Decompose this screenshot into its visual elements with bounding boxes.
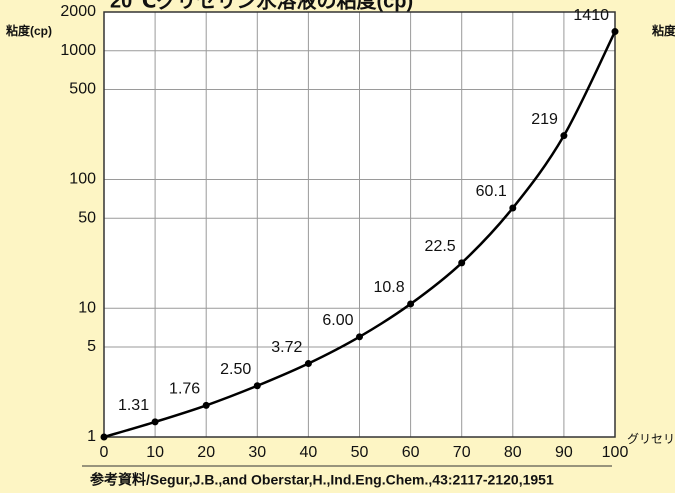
- y-axis-label: 粘度(cp): [6, 23, 52, 38]
- x-tick-label: 60: [402, 444, 420, 461]
- point: [202, 401, 210, 409]
- y-tick-label: 100: [69, 171, 96, 188]
- data-label: 10.8: [373, 279, 404, 296]
- plot-frame: [103, 11, 616, 438]
- y-tick-label: 2000: [60, 3, 96, 20]
- data-label: 1.31: [118, 397, 149, 414]
- x-tick-label: 40: [300, 444, 318, 461]
- data-label: 6.00: [322, 312, 353, 329]
- y-tick-label: 10: [78, 299, 96, 316]
- point: [304, 360, 312, 368]
- point: [509, 204, 517, 212]
- x-tick-label: 90: [555, 444, 573, 461]
- x-tick-label: 0: [100, 444, 109, 461]
- y-axis-label-right: 粘度(cp): [652, 23, 675, 38]
- line: [103, 30, 617, 439]
- data-label: 22.5: [425, 238, 456, 255]
- y-tick-label: 1: [87, 428, 96, 445]
- point: [611, 28, 619, 36]
- data-label: 60.1: [476, 183, 507, 200]
- point: [560, 132, 568, 140]
- y-tick-label: 1000: [60, 42, 96, 59]
- y-tick-label: 50: [78, 209, 96, 226]
- point: [458, 259, 466, 267]
- y-tick-label: 500: [69, 81, 96, 98]
- x-tick-label: 10: [146, 444, 164, 461]
- data-label: 3.72: [271, 339, 302, 356]
- x-tick-label: 50: [351, 444, 369, 461]
- point: [253, 382, 261, 390]
- data-label: 1410: [573, 7, 609, 24]
- x-tick-label: 30: [248, 444, 266, 461]
- data-label: 219: [531, 111, 558, 128]
- y-tick-label: 5: [87, 338, 96, 355]
- x-tick-label: 80: [504, 444, 522, 461]
- x-tick-label: 70: [453, 444, 471, 461]
- x-tick-label: 100: [602, 444, 629, 461]
- point: [151, 418, 159, 426]
- point: [356, 333, 363, 341]
- x-axis-label: グリセリン濃度(W/W%): [627, 431, 675, 446]
- x-tick-label: 20: [197, 444, 215, 461]
- point: [100, 433, 108, 441]
- point: [407, 300, 415, 308]
- data-label: 1.76: [169, 381, 200, 398]
- chart-title: 20℃グリセリン水溶液の粘度(cp): [110, 0, 413, 12]
- source-note: 参考資料/Segur,J.B.,and Oberstar,H.,Ind.Eng.…: [90, 472, 554, 488]
- data-label: 2.50: [220, 361, 251, 378]
